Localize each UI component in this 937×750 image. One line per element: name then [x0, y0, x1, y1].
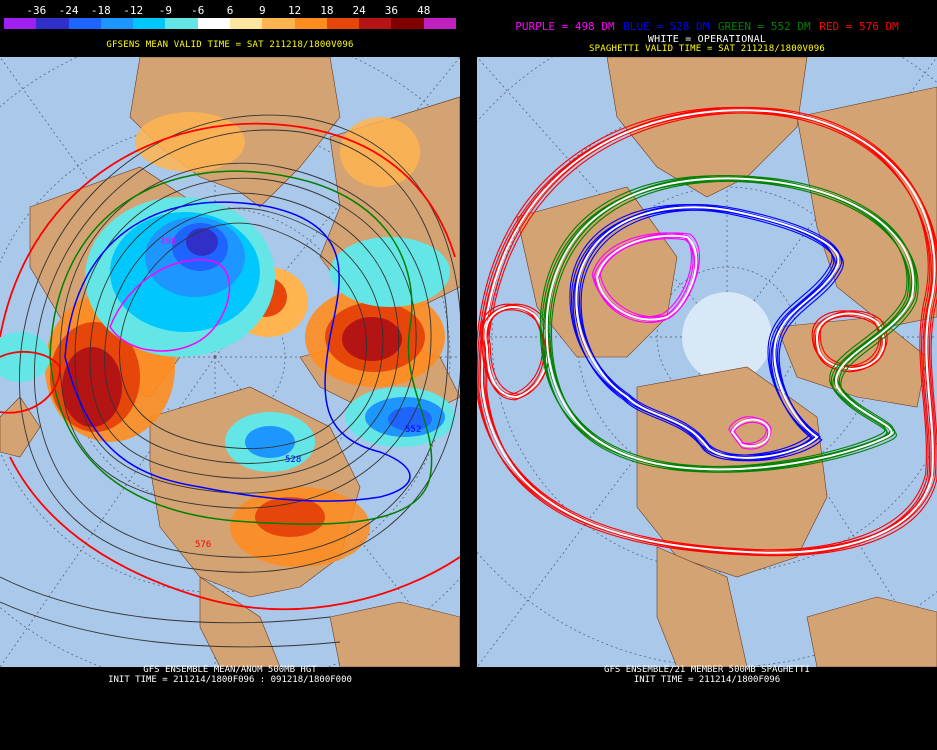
contour-552-line — [49, 170, 433, 525]
colorbar-swatch — [326, 18, 360, 29]
colorbar-swatch — [133, 18, 166, 29]
operational-label: WHITE = OPERATIONAL — [647, 34, 767, 45]
red-576-east-bundle-line — [819, 310, 888, 367]
operational-red-576-bundle-line — [480, 109, 936, 554]
contour-label-528: 528 — [285, 455, 301, 465]
colorbar-tick: 24 — [352, 4, 366, 17]
operational-red-576-east-bundle-line — [815, 312, 885, 371]
purple-498-bundle-line — [599, 232, 700, 318]
spaghetti-panel: PURPLE = 498 DM BLUE = 528 DM GREEN = 55… — [477, 0, 937, 750]
contour-576-line — [0, 122, 460, 611]
ensemble-mean-map: 498 552 528 576 — [0, 57, 460, 667]
left-footer-line2: INIT TIME = 211214/1800F096 : 091218/180… — [108, 675, 352, 685]
right-footer-line1: GFS ENSEMBLE/21 MEMBER 500MB SPAGHETTI — [604, 665, 810, 675]
colorbar-swatch — [423, 18, 456, 29]
polar-ice — [682, 292, 772, 382]
contour-576-line-west — [0, 350, 61, 414]
left-footer-line1: GFS ENSEMBLE MEAN/ANOM 500MB HGT — [143, 665, 317, 675]
colorbar-tick: -12 — [123, 4, 144, 17]
red-576-bundle-line — [483, 106, 937, 551]
panel-divider — [460, 0, 477, 750]
colorbar-tick: -6 — [191, 4, 205, 17]
spaghetti-contours — [477, 106, 937, 557]
operational-purple-498-south-bundle-line — [730, 418, 771, 448]
contour-label-498: 498 — [160, 237, 176, 247]
colorbar-tick: 12 — [287, 4, 302, 17]
contour-label-552: 552 — [405, 425, 421, 435]
right-footer-line2: INIT TIME = 211214/1800F096 — [633, 675, 781, 685]
left-panel-title: GFSENS MEAN VALID TIME = SAT 211218/1800… — [106, 40, 354, 50]
right-panel-footer: GFS ENSEMBLE/21 MEMBER 500MB SPAGHETTI I… — [477, 665, 937, 685]
colorbar-tick: 18 — [320, 4, 334, 17]
colorbar-swatch — [391, 18, 424, 29]
contour-label-576: 576 — [195, 540, 211, 550]
colorbar-swatch — [4, 18, 37, 29]
anomaly-colorbar — [4, 18, 456, 29]
colorbar-swatch — [197, 18, 230, 29]
colorbar-tick: 6 — [226, 4, 234, 17]
contour-498-line — [109, 259, 231, 352]
colorbar-swatch — [294, 18, 327, 29]
spaghetti-legend: PURPLE = 498 DM BLUE = 528 DM GREEN = 55… — [477, 20, 937, 33]
colorbar-swatch — [359, 18, 392, 29]
colorbar-tick: -36 — [26, 4, 47, 17]
blue-528-bundle-line — [577, 203, 841, 456]
colorbar-tick: 48 — [417, 4, 431, 17]
colorbar-swatch — [262, 18, 295, 29]
operational-red-576-west-bundle-line — [484, 306, 549, 399]
legend-green: GREEN = 552 DM — [717, 20, 811, 33]
legend-red: RED = 576 DM — [819, 20, 899, 33]
colorbar-swatch — [36, 18, 69, 29]
operational-green-552-bundle-line — [545, 177, 915, 471]
red-576-bundle-line — [486, 112, 937, 557]
spaghetti-map-svg — [477, 57, 937, 667]
colorbar-tick: -9 — [158, 4, 173, 17]
legend-purple: PURPLE = 498 DM — [515, 20, 615, 33]
left-panel-footer: GFS ENSEMBLE MEAN/ANOM 500MB HGT INIT TI… — [0, 665, 460, 685]
colorbar-swatch — [165, 18, 198, 29]
spaghetti-map — [477, 57, 937, 667]
colorbar-tick: 36 — [384, 4, 399, 17]
colorbar-swatch — [100, 18, 134, 29]
height-anomaly-fills — [0, 112, 455, 567]
operational-blue-528-bundle-line — [575, 206, 840, 459]
ensemble-mean-anomaly-panel: -36 -24 -18 -12 -9 -6 6 9 12 18 24 36 48 GFSENS MEAN… — [0, 0, 460, 750]
green-552-bundle-line — [544, 176, 913, 469]
colorbar-swatch — [229, 18, 263, 29]
legend-blue: BLUE = 528 DM — [623, 20, 710, 33]
ensemble-mean-map-svg: 498 552 528 576 — [0, 57, 460, 667]
colorbar-tick: 9 — [258, 4, 266, 17]
right-panel-title: SPAGHETTI VALID TIME = SAT 211218/1800V0… — [589, 44, 825, 54]
green-552-bundle-line — [551, 180, 919, 473]
colorbar-tick: -18 — [90, 4, 111, 17]
colorbar-tick: -24 — [58, 4, 79, 17]
operational-purple-498-bundle-line — [595, 234, 698, 321]
contour-528-line — [64, 201, 411, 502]
red-576-bundle-line — [477, 106, 929, 551]
colorbar-ticks: -36 -24 -18 -12 -9 -6 6 9 12 18 24 36 48 — [0, 4, 460, 18]
blue-528-bundle-line — [572, 209, 836, 462]
colorbar-swatch — [68, 18, 101, 29]
